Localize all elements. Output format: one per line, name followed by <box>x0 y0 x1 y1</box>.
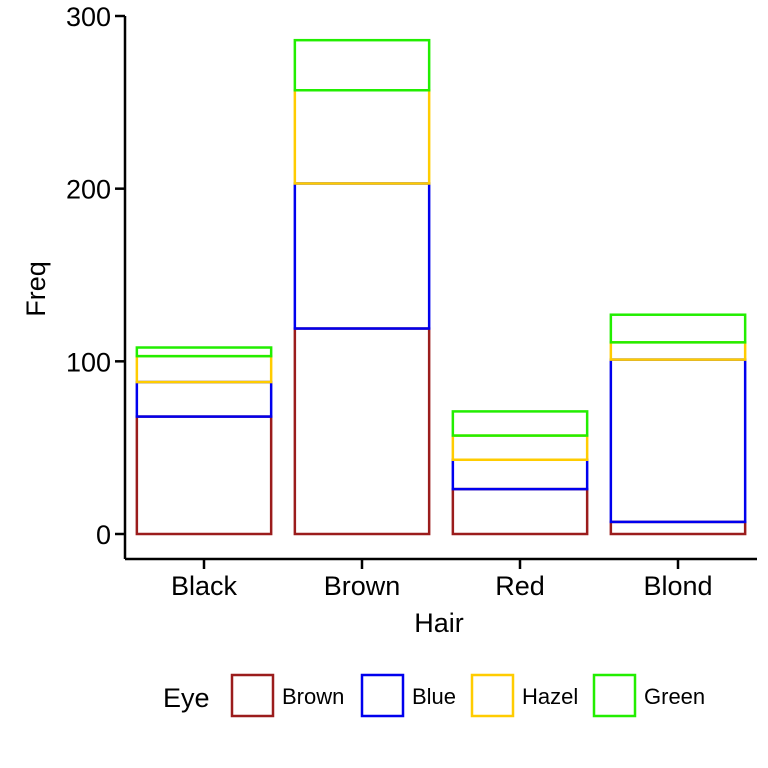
x-axis-title: Hair <box>414 608 464 638</box>
legend-label-brown: Brown <box>282 684 344 709</box>
bars-layer <box>135 38 747 536</box>
x-tick-label: Brown <box>324 571 401 601</box>
legend-label-green: Green <box>644 684 705 709</box>
bar-segment-blond-green <box>609 313 747 344</box>
y-axis-title: Freq <box>21 261 51 317</box>
x-tick-label: Black <box>171 571 238 601</box>
bar-segment-brown-hazel <box>293 88 431 185</box>
legend: Eye Brown Blue Hazel Green <box>163 673 705 718</box>
legend-title: Eye <box>163 683 210 713</box>
x-axis-ticks: Black Brown Red Blond <box>171 559 713 601</box>
bar-segment-red-green <box>451 410 589 437</box>
y-axis-ticks: 0 100 200 300 <box>66 2 125 550</box>
bar-segment-brown-blue <box>293 182 431 330</box>
legend-key-hazel <box>470 673 515 718</box>
bar-segment-blond-brown <box>609 520 747 536</box>
y-tick-label: 200 <box>66 175 111 205</box>
legend-key-blue <box>360 673 405 718</box>
bar-segment-blond-hazel <box>609 341 747 361</box>
bar-segment-red-brown <box>451 487 589 536</box>
bar-segment-brown-green <box>293 38 431 92</box>
legend-label-blue: Blue <box>412 684 456 709</box>
bar-segment-black-green <box>135 346 273 358</box>
y-tick-label: 100 <box>66 347 111 377</box>
bar-segment-black-blue <box>135 380 273 418</box>
bar-segment-red-blue <box>451 458 589 491</box>
bar-segment-brown-brown <box>293 327 431 536</box>
y-tick-label: 300 <box>66 2 111 32</box>
bar-segment-black-brown <box>135 415 273 536</box>
y-tick-label: 0 <box>96 520 111 550</box>
legend-label-hazel: Hazel <box>522 684 578 709</box>
legend-key-green <box>592 673 637 718</box>
bar-segment-black-hazel <box>135 354 273 384</box>
bar-segment-red-hazel <box>451 434 589 462</box>
legend-key-brown <box>230 673 275 718</box>
x-tick-label: Blond <box>643 571 712 601</box>
bar-segment-blond-blue <box>609 358 747 524</box>
x-tick-label: Red <box>495 571 545 601</box>
